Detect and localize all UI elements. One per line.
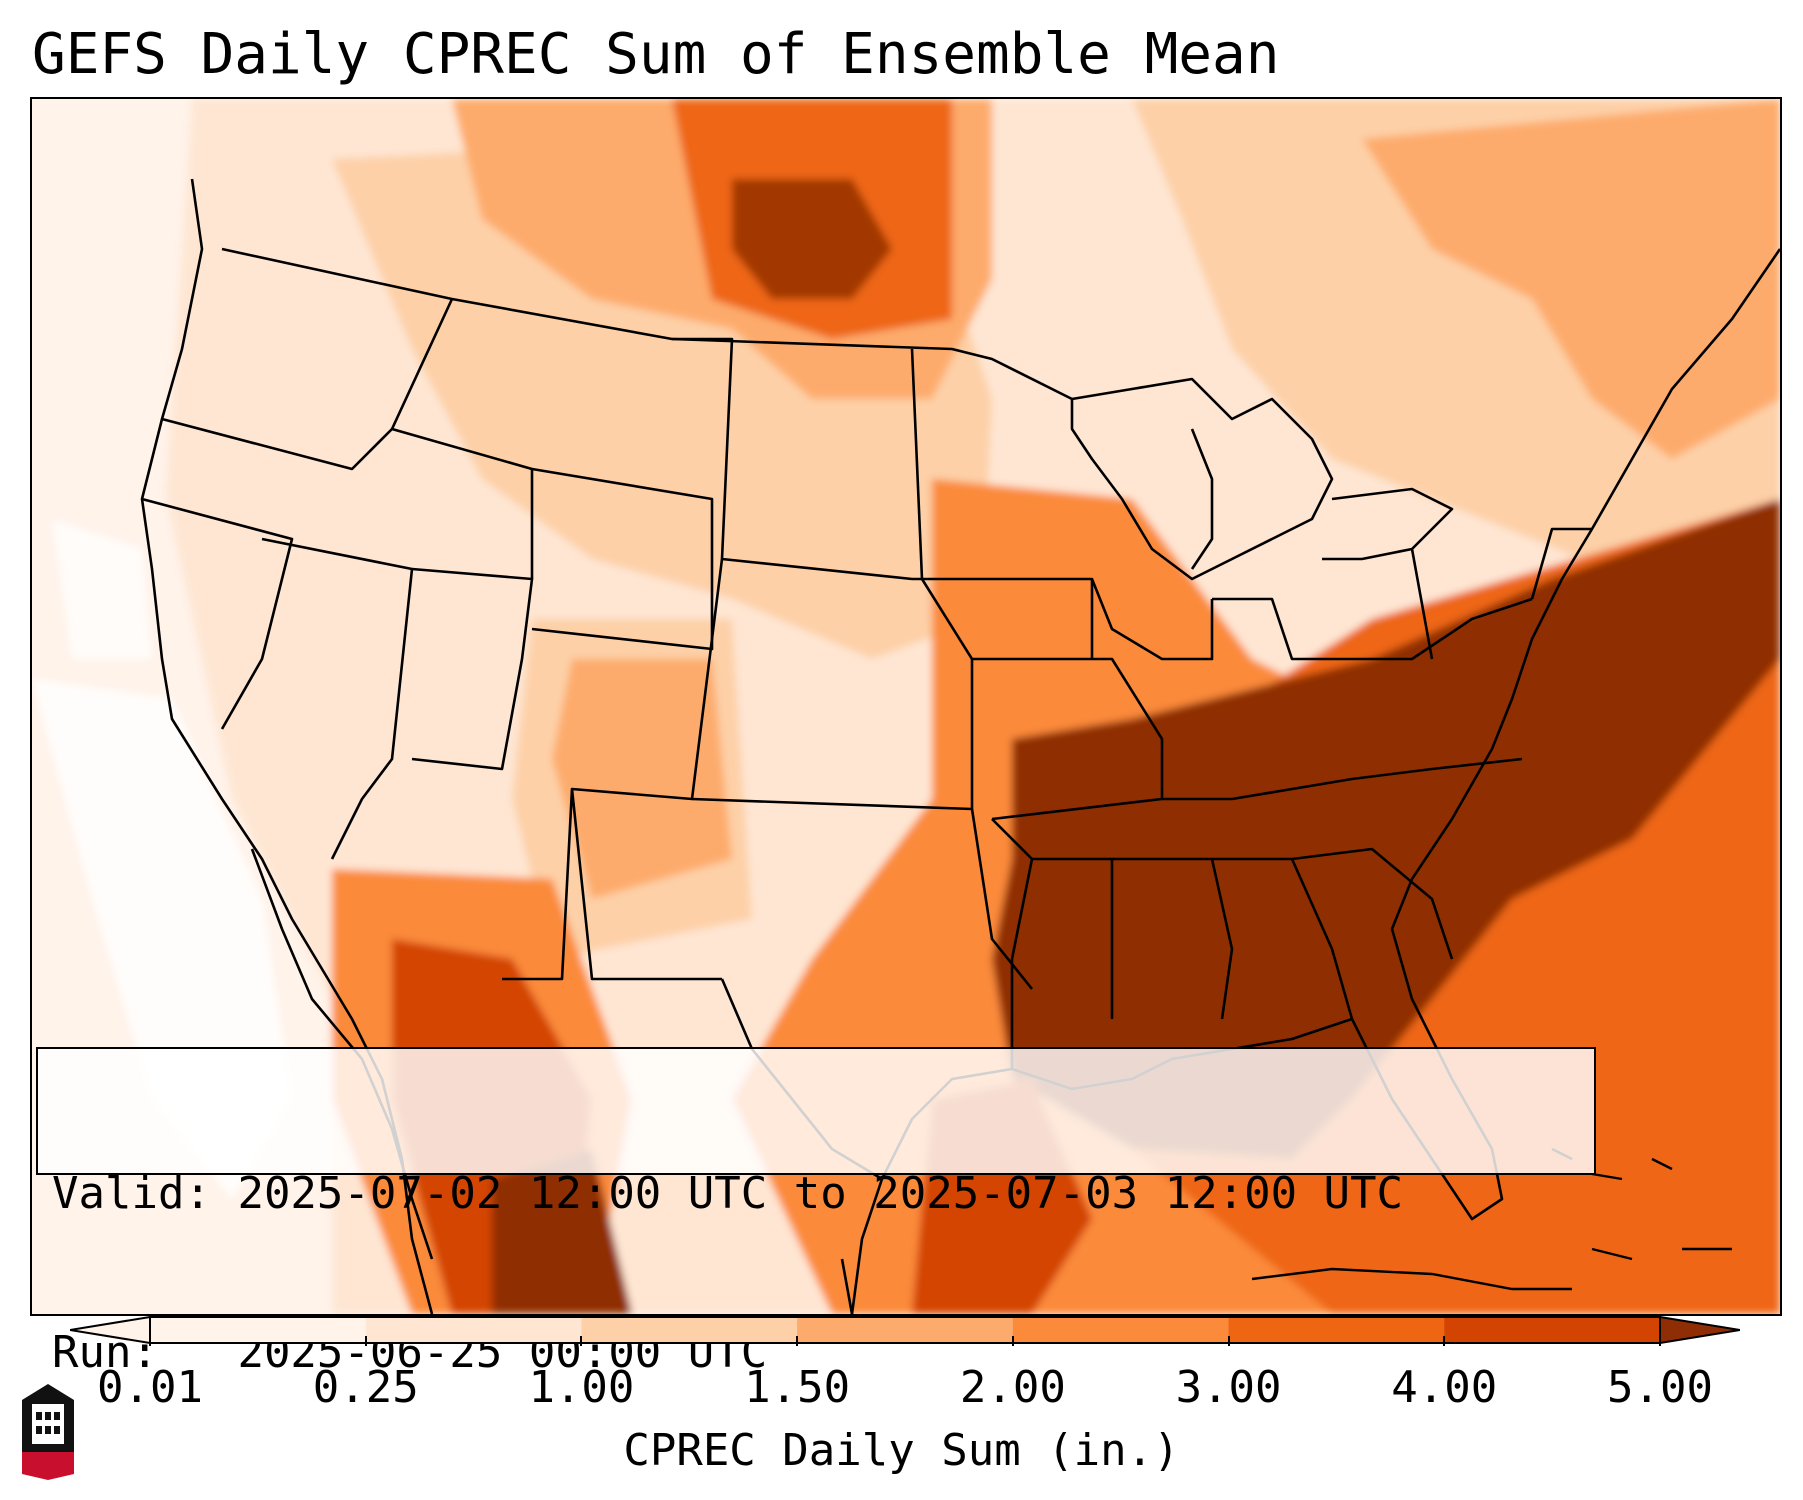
page-title: GEFS Daily CPREC Sum of Ensemble Mean — [32, 22, 1280, 87]
colorbar-segment — [797, 1317, 1014, 1343]
colorbar-segment — [150, 1317, 367, 1343]
colorbar-tick-mark — [580, 1336, 583, 1346]
colorbar-tick-mark — [1227, 1336, 1230, 1346]
colorbar-segment — [1228, 1317, 1445, 1343]
colorbar-tick-mark — [1443, 1336, 1446, 1346]
colorbar-tick-label: 3.00 — [1175, 1362, 1282, 1413]
colorbar-segment — [581, 1317, 798, 1343]
valid-row: Valid: 2025-07-02 12:00 UTC to 2025-07-0… — [52, 1167, 1580, 1220]
colorbar-extend-low — [70, 1316, 151, 1344]
colorbar-segment — [1012, 1317, 1230, 1343]
colorbar-tick-label: 0.25 — [312, 1362, 419, 1413]
colorbar-tick-mark — [1011, 1336, 1014, 1346]
validity-info-box: Valid: 2025-07-02 12:00 UTC to 2025-07-0… — [36, 1047, 1596, 1378]
colorbar-tick-label: 2.00 — [959, 1362, 1066, 1413]
colorbar-extend-high — [1659, 1316, 1740, 1344]
valid-label: Valid: — [52, 1168, 211, 1219]
colorbar-segment — [365, 1317, 582, 1343]
colorbar-tick-mark — [796, 1336, 799, 1346]
colorbar-tick-label: 1.50 — [744, 1362, 851, 1413]
colorbar-tick-label: 4.00 — [1391, 1362, 1498, 1413]
colorbar-label: CPREC Daily Sum (in.) — [623, 1425, 1180, 1476]
colorbar-tick-label: 0.01 — [97, 1362, 203, 1413]
colorbar-tick-label: 1.00 — [528, 1362, 635, 1413]
colorbar-outline — [149, 1316, 1661, 1344]
valid-value: 2025-07-02 12:00 UTC to 2025-07-03 12:00… — [237, 1168, 1404, 1219]
colorbar — [70, 1316, 1740, 1344]
colorbar-segment — [1444, 1317, 1661, 1343]
colorbar-tick-label: 5.00 — [1607, 1362, 1713, 1413]
colorbar-tick-mark — [1659, 1336, 1661, 1346]
niu-logo-icon — [22, 1384, 74, 1480]
colorbar-tick-mark — [364, 1336, 367, 1346]
colorbar-tick-mark — [149, 1336, 151, 1346]
